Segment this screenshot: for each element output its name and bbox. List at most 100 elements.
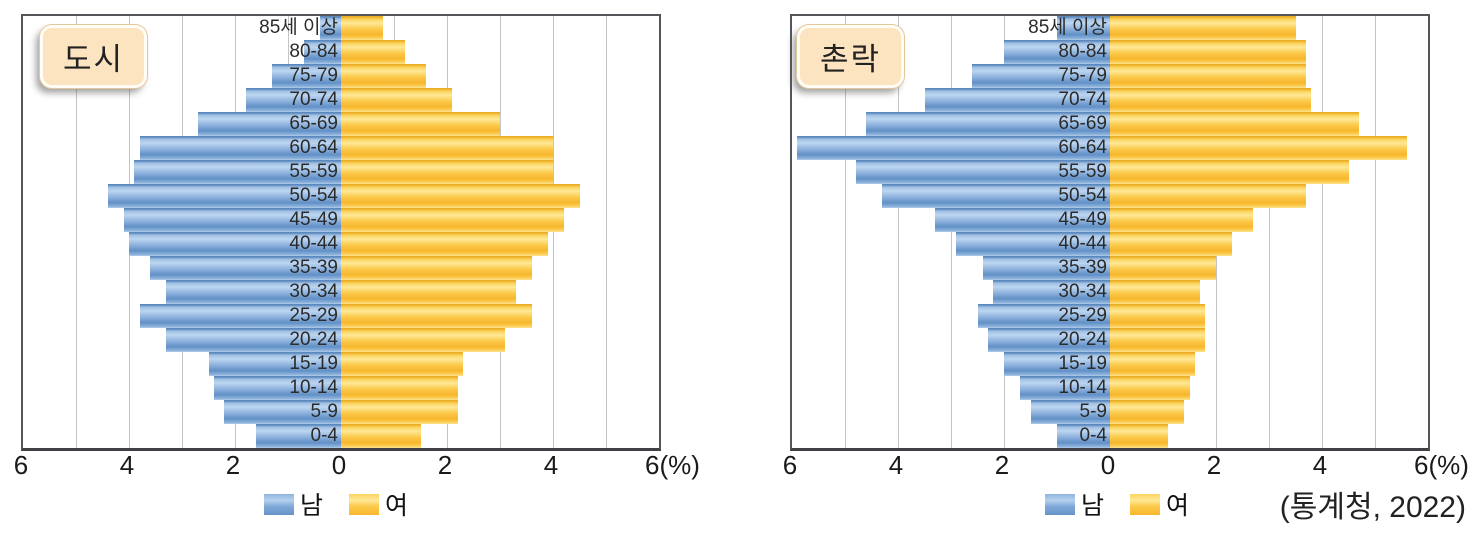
pyramid-row: 55-59: [23, 160, 659, 184]
age-group-label: 65-69: [289, 113, 338, 134]
male-bar: [319, 16, 341, 40]
pyramid-row: 40-44: [792, 232, 1428, 256]
female-bar: [1110, 64, 1307, 88]
age-group-label: 10-14: [1058, 377, 1107, 398]
male-bar: [1057, 16, 1110, 40]
female-bar: [1110, 208, 1254, 232]
pyramid-row: 45-49: [23, 208, 659, 232]
male-bar: [882, 184, 1110, 208]
female-bar: [1110, 136, 1407, 160]
pyramid-row: 0-4: [792, 424, 1428, 448]
age-group-label: 50-54: [289, 185, 338, 206]
gridline: [1269, 16, 1270, 448]
age-group-label: 40-44: [1058, 233, 1107, 254]
female-bar: [1110, 328, 1206, 352]
female-bar: [341, 208, 564, 232]
pyramid-row: 80-84: [792, 40, 1428, 64]
axis-tick-label: 6(%): [1414, 450, 1469, 480]
male-bar: [245, 88, 341, 112]
age-group-label: 5-9: [1079, 401, 1107, 422]
age-group-label: 30-34: [289, 281, 338, 302]
pyramid-row: 60-64: [792, 136, 1428, 160]
pyramid-row: 65-69: [792, 112, 1428, 136]
age-group-label: 0-4: [1079, 425, 1107, 446]
axis-tick-label: 2: [994, 450, 1010, 480]
age-group-label: 55-59: [1058, 161, 1107, 182]
female-bar: [341, 280, 516, 304]
female-bar: [341, 112, 500, 136]
age-group-label: 25-29: [289, 305, 338, 326]
female-bar: [341, 376, 458, 400]
female-bar: [1110, 160, 1349, 184]
female-bar: [1110, 112, 1360, 136]
pyramid-row: 70-74: [23, 88, 659, 112]
axis-tick-label: 2: [437, 450, 453, 480]
rural-title: 촌락: [820, 42, 882, 77]
age-group-label: 20-24: [1058, 329, 1107, 350]
pyramid-row: 30-34: [23, 280, 659, 304]
age-group-label: 50-54: [1058, 185, 1107, 206]
age-group-label: 15-19: [1058, 353, 1107, 374]
pyramid-row: 80-84: [23, 40, 659, 64]
female-bar: [341, 304, 532, 328]
pyramid-row: 45-49: [792, 208, 1428, 232]
rural-title-box: 촌락: [797, 25, 905, 88]
gridline: [1322, 16, 1323, 448]
age-group-label: 20-24: [289, 329, 338, 350]
urban-title-box: 도시: [40, 25, 148, 88]
female-bar: [341, 16, 384, 40]
male-bar: [972, 64, 1110, 88]
male-bar: [150, 256, 341, 280]
pyramid-row: 40-44: [23, 232, 659, 256]
age-group-label: 60-64: [289, 137, 338, 158]
female-bar: [1110, 16, 1296, 40]
female-bar: [1110, 424, 1169, 448]
male-bar: [139, 136, 341, 160]
male-bar: [123, 208, 341, 232]
pyramid-row: 85세 이상: [792, 16, 1428, 40]
axis-tick-label: 4: [119, 450, 135, 480]
age-group-label: 65-69: [1058, 113, 1107, 134]
female-legend-label: 여: [385, 492, 409, 520]
age-group-label: 70-74: [1058, 89, 1107, 110]
axis-tick-label: 6: [13, 450, 29, 480]
male-bar: [208, 352, 341, 376]
male-bar: [1004, 352, 1110, 376]
female-bar: [1110, 352, 1195, 376]
male-swatch: [264, 493, 294, 515]
female-bar: [1110, 280, 1201, 304]
female-bar: [1110, 232, 1232, 256]
pyramid-row: 50-54: [23, 184, 659, 208]
female-bar: [1110, 304, 1206, 328]
female-bar: [1110, 184, 1307, 208]
axis-tick-label: 4: [888, 450, 904, 480]
rural-legend: 남 여: [1045, 486, 1189, 522]
pyramid-row: 35-39: [792, 256, 1428, 280]
gridline: [553, 16, 554, 448]
pyramid-row: 0-4: [23, 424, 659, 448]
pyramid-row: 15-19: [792, 352, 1428, 376]
pyramid-row: 70-74: [792, 88, 1428, 112]
male-bar: [224, 400, 341, 424]
pyramid-panel-urban: 85세 이상 80-84 75-79 70-74 65-69 60-64 55-59 50-5…: [13, 14, 700, 520]
male-bar: [1004, 40, 1110, 64]
axis-tick-label: 4: [1312, 450, 1328, 480]
age-group-label: 10-14: [289, 377, 338, 398]
pyramid-row: 65-69: [23, 112, 659, 136]
age-group-label: 75-79: [1058, 65, 1107, 86]
age-group-label: 30-34: [1058, 281, 1107, 302]
gridline: [1375, 16, 1376, 448]
pyramid-row: 60-64: [23, 136, 659, 160]
female-legend-label: 여: [1166, 492, 1190, 520]
legend-item-female: 여: [1130, 486, 1189, 522]
female-bar: [1110, 40, 1307, 64]
age-group-label: 35-39: [289, 257, 338, 278]
age-group-label: 0-4: [310, 425, 338, 446]
male-bar: [107, 184, 341, 208]
age-group-label: 55-59: [289, 161, 338, 182]
female-swatch: [1130, 493, 1161, 515]
male-bar: [993, 280, 1110, 304]
male-bar: [129, 232, 341, 256]
male-bar: [166, 280, 341, 304]
age-group-label: 70-74: [289, 89, 338, 110]
